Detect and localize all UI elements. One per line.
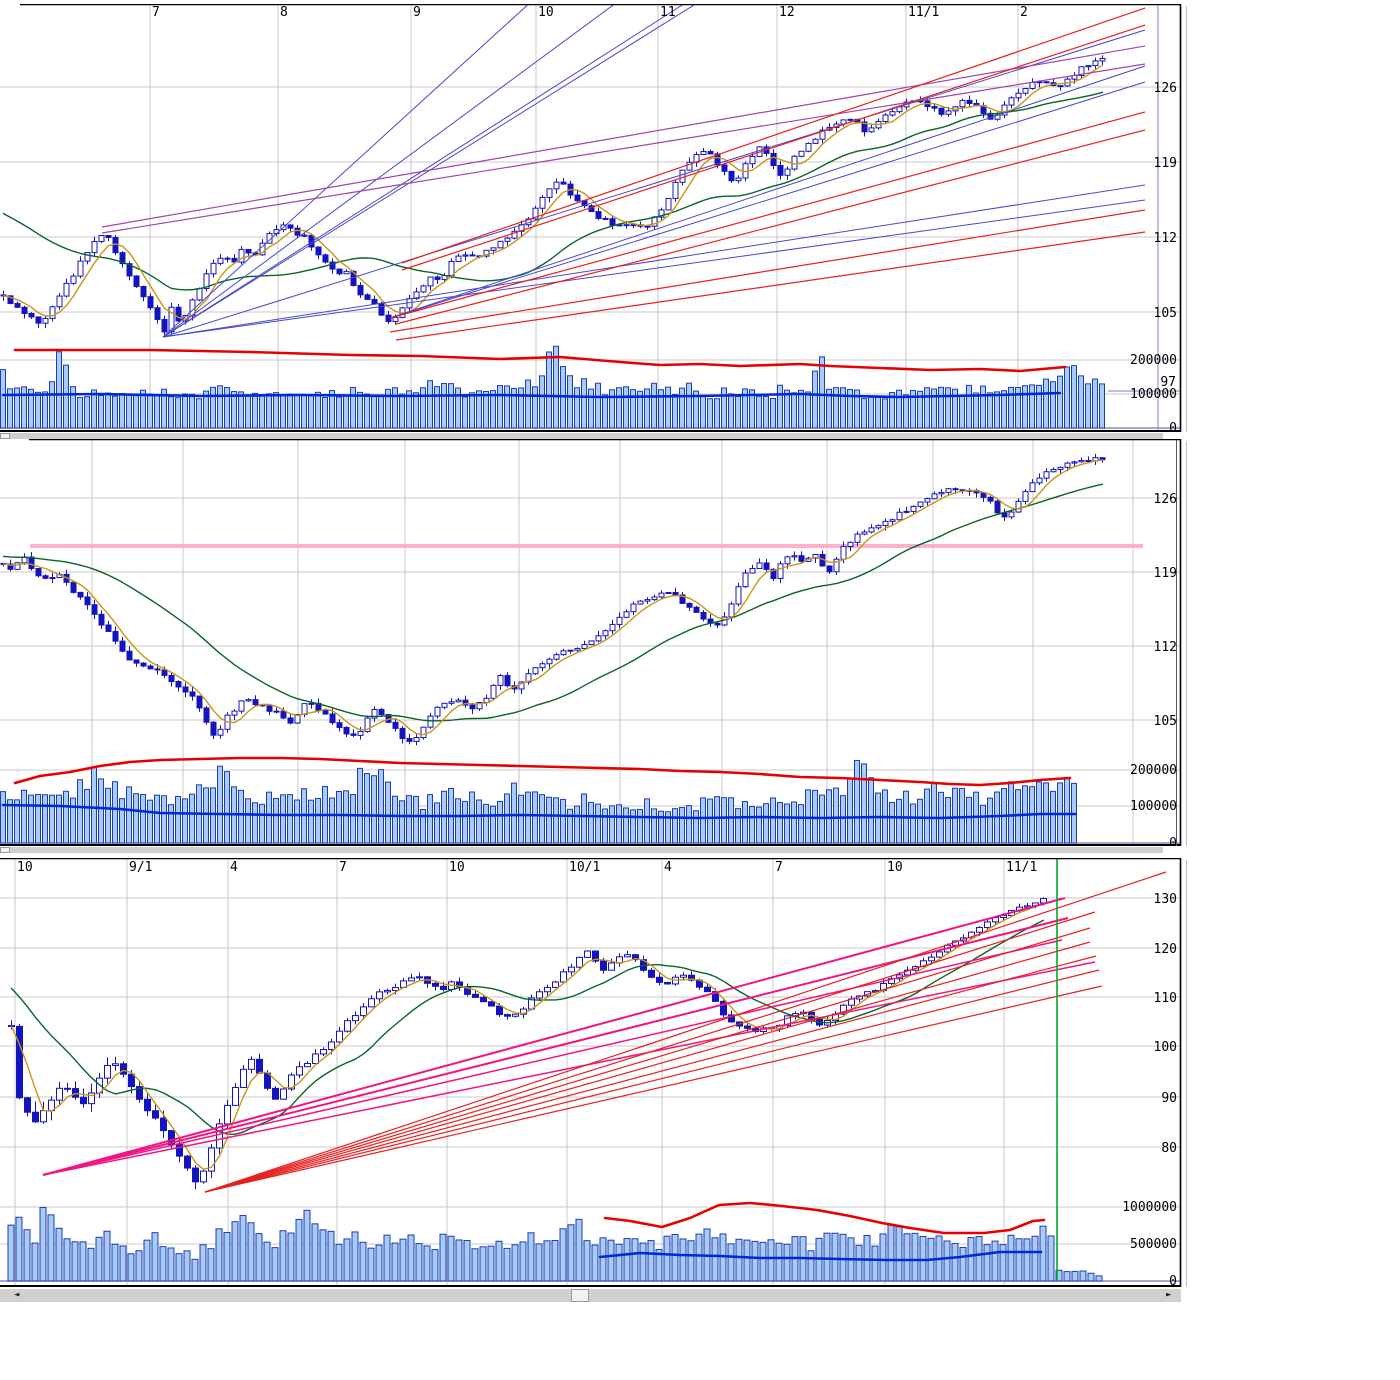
svg-text:110: 110 <box>1154 991 1177 1006</box>
svg-text:200000: 200000 <box>1130 763 1177 778</box>
svg-text:10: 10 <box>538 5 554 20</box>
svg-text:112: 112 <box>1154 231 1177 246</box>
volume-ma-red-line <box>13 348 1067 373</box>
ma-slow-line <box>2 483 1104 722</box>
svg-text:11/1: 11/1 <box>1006 860 1037 875</box>
gridlines <box>0 858 1181 1286</box>
svg-text:9: 9 <box>413 5 421 20</box>
svg-text:105: 105 <box>1154 306 1177 321</box>
svg-text:7: 7 <box>775 860 783 875</box>
ma-slow-line <box>2 91 1104 291</box>
ma-fast-line <box>2 459 1104 736</box>
svg-text:500000: 500000 <box>1130 1237 1177 1252</box>
svg-text:10: 10 <box>449 860 465 875</box>
panel-border <box>0 439 1187 846</box>
volume-ma-red-line <box>13 756 1072 787</box>
axis-labels: 126 119 112 105 200000 100000 0 <box>1130 492 1177 846</box>
svg-text:2: 2 <box>1020 5 1028 20</box>
svg-text:119: 119 <box>1154 156 1177 171</box>
svg-text:90: 90 <box>1161 1091 1177 1106</box>
svg-text:97: 97 <box>1160 375 1176 390</box>
svg-text:11: 11 <box>660 5 676 20</box>
svg-text:126: 126 <box>1154 81 1177 96</box>
svg-text:130: 130 <box>1154 892 1177 907</box>
svg-text:100000: 100000 <box>1130 387 1177 402</box>
svg-text:1000000: 1000000 <box>1122 1200 1177 1215</box>
horizontal-scrollbar-panel-1[interactable] <box>0 433 1163 439</box>
horizontal-scrollbar-panel-3[interactable]: ◄ ► <box>0 1289 1181 1302</box>
svg-text:0: 0 <box>1169 1274 1177 1287</box>
scrollbar-thumb[interactable] <box>0 433 10 439</box>
volume-bars <box>7 1207 1103 1282</box>
svg-text:10: 10 <box>887 860 903 875</box>
svg-text:112: 112 <box>1154 640 1177 655</box>
svg-text:200000: 200000 <box>1130 353 1177 368</box>
svg-text:119: 119 <box>1154 566 1177 581</box>
candlesticks <box>0 55 1106 335</box>
ma-fast-line <box>10 902 1045 1170</box>
scrollbar-thumb[interactable] <box>571 1289 589 1302</box>
svg-text:100000: 100000 <box>1130 799 1177 814</box>
trendlines <box>101 4 1146 341</box>
ma-fast-line <box>2 64 1104 320</box>
svg-text:120: 120 <box>1154 942 1177 957</box>
svg-text:10/1: 10/1 <box>569 860 600 875</box>
svg-text:80: 80 <box>1161 1141 1177 1156</box>
svg-text:11/1: 11/1 <box>908 5 939 20</box>
chart-panel-3-weekly-chart[interactable]: 130 120 110 100 90 80 1000000 500000 0 10 9/1 4 7 10 1… <box>0 858 1190 1287</box>
volume-ma-red-line <box>603 1201 1046 1235</box>
volume-ma-blue-line <box>1 803 1077 820</box>
gridlines <box>0 4 1181 431</box>
svg-text:126: 126 <box>1154 492 1177 507</box>
volume-ma-blue-line <box>1 391 1062 399</box>
svg-text:0: 0 <box>1169 421 1177 432</box>
volume-ma-blue-line <box>598 1250 1043 1262</box>
horizontal-scrollbar-panel-2[interactable] <box>0 847 1163 853</box>
svg-text:8: 8 <box>280 5 288 20</box>
candlesticks <box>8 897 1047 1190</box>
scrollbar-right-arrow-icon[interactable]: ► <box>1166 1290 1172 1300</box>
svg-text:7: 7 <box>339 860 347 875</box>
ma-slow-line <box>10 919 1045 1135</box>
chart-panel-1-daily-chart-recent[interactable]: 126 119 112 105 200000 100000 0 7 8 9 10 11 12 11/1 2 9… <box>0 4 1190 432</box>
svg-text:7: 7 <box>152 5 160 20</box>
svg-text:105: 105 <box>1154 714 1177 729</box>
scrollbar-left-arrow-icon[interactable]: ◄ <box>14 1290 20 1300</box>
svg-text:10: 10 <box>17 860 33 875</box>
volume-bars <box>0 759 1077 844</box>
axis-labels: 126 119 112 105 200000 100000 0 7 8 9 10 11 12 11/1 2 9… <box>152 5 1177 432</box>
svg-text:12: 12 <box>779 5 795 20</box>
chart-panel-2-daily-chart-full[interactable]: 126 119 112 105 200000 100000 0 <box>0 439 1190 846</box>
svg-text:9/1: 9/1 <box>129 860 152 875</box>
trendlines <box>42 871 1167 1193</box>
svg-text:0: 0 <box>1169 836 1177 846</box>
panel-border <box>0 4 1187 432</box>
svg-text:100: 100 <box>1154 1040 1177 1055</box>
scrollbar-thumb[interactable] <box>0 847 10 853</box>
axis-labels: 130 120 110 100 90 80 1000000 500000 0 10 9/1 4 7 10 1… <box>17 860 1177 1287</box>
panel-border <box>0 858 1187 1287</box>
svg-text:4: 4 <box>230 860 238 875</box>
svg-text:4: 4 <box>664 860 672 875</box>
